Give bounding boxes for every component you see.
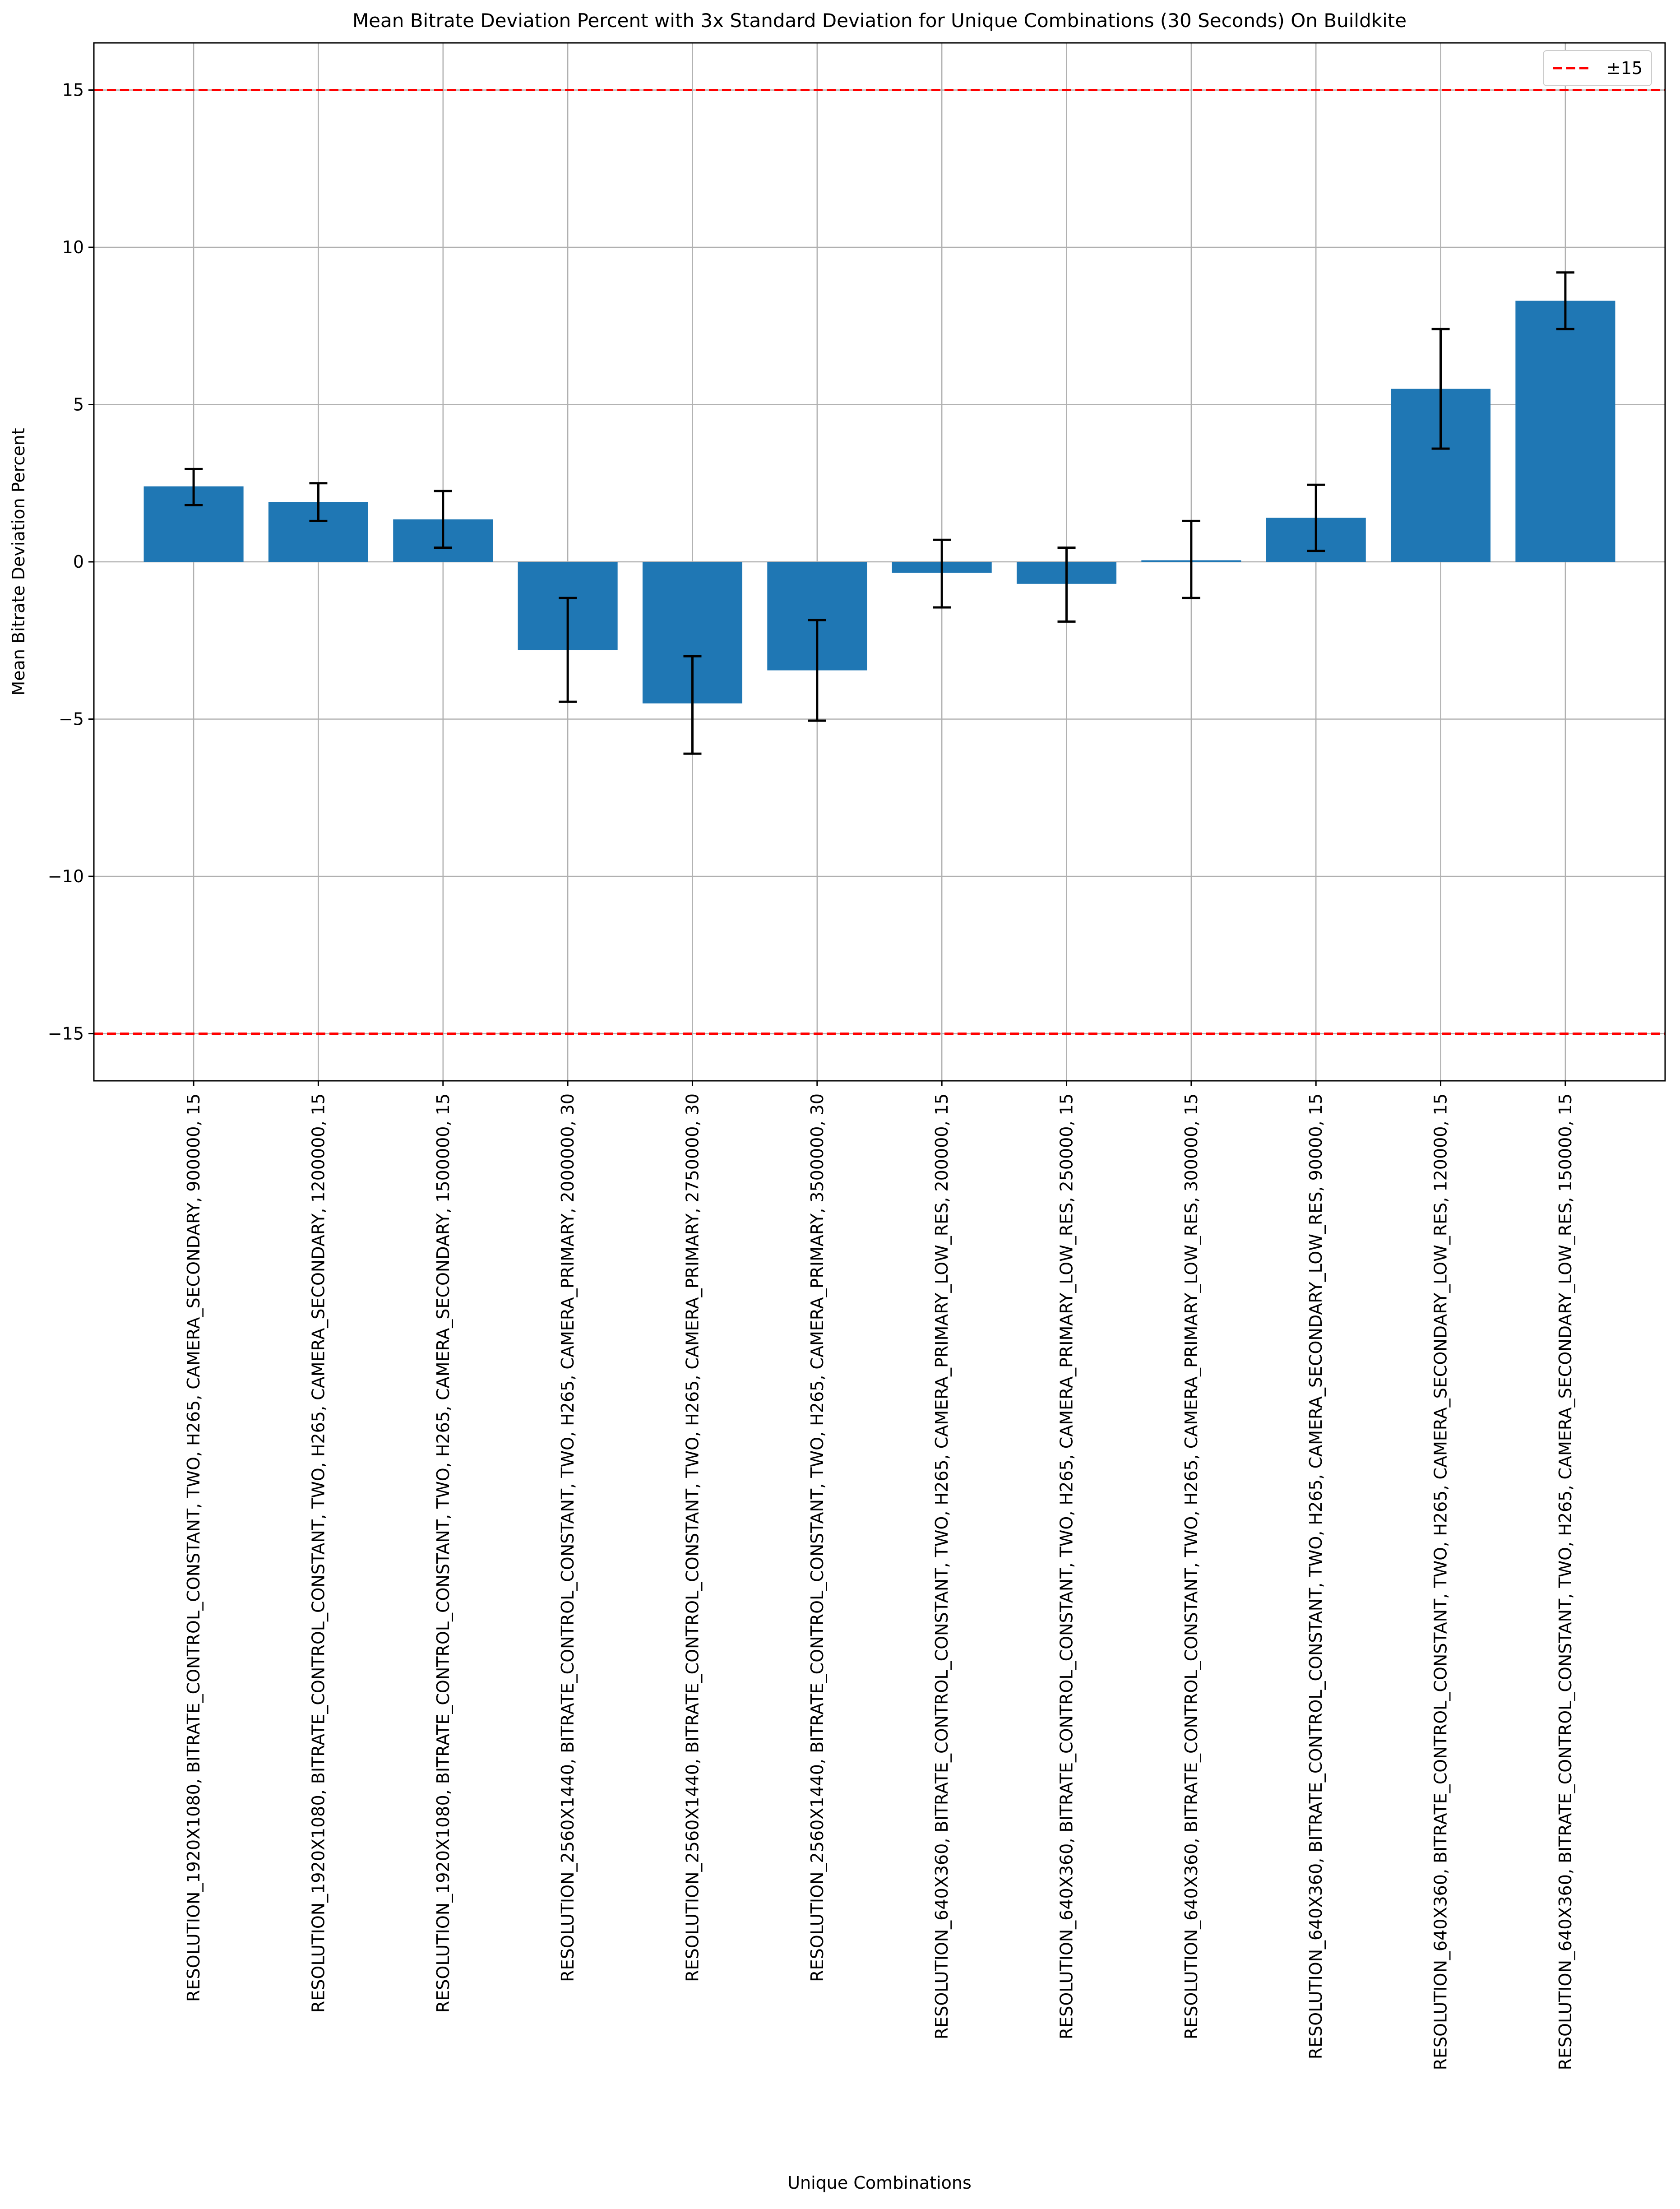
x-tick-label: RESOLUTION_640X360, BITRATE_CONTROL_CONS… bbox=[1057, 1093, 1077, 2039]
reference-lines bbox=[94, 89, 1665, 1035]
y-axis-ticks: −15 −10 −5 0 5 10 15 bbox=[48, 80, 94, 1043]
x-tick-label: RESOLUTION_640X360, BITRATE_CONTROL_CONS… bbox=[1181, 1093, 1201, 2039]
x-tick-label: RESOLUTION_640X360, BITRATE_CONTROL_CONS… bbox=[932, 1093, 952, 2039]
bar bbox=[1515, 301, 1615, 562]
y-tick-label: −15 bbox=[48, 1023, 84, 1043]
legend: ±15 bbox=[1543, 50, 1652, 86]
x-tick-label: RESOLUTION_2560X1440, BITRATE_CONTROL_CO… bbox=[807, 1093, 827, 1982]
x-tick-label: RESOLUTION_1920X1080, BITRATE_CONTROL_CO… bbox=[184, 1093, 204, 2002]
x-tick-label: RESOLUTION_640X360, BITRATE_CONTROL_CONS… bbox=[1555, 1093, 1575, 2070]
x-tick-label: RESOLUTION_1920X1080, BITRATE_CONTROL_CO… bbox=[308, 1093, 328, 2013]
y-tick-label: 0 bbox=[73, 552, 84, 572]
y-tick-label: 5 bbox=[73, 395, 84, 415]
x-axis-ticks: RESOLUTION_1920X1080, BITRATE_CONTROL_CO… bbox=[184, 1081, 1575, 2070]
bars bbox=[143, 301, 1615, 704]
y-axis-label: Mean Bitrate Deviation Percent bbox=[9, 428, 28, 695]
x-axis-label: Unique Combinations bbox=[787, 2173, 972, 2193]
x-tick-label: RESOLUTION_2560X1440, BITRATE_CONTROL_CO… bbox=[682, 1093, 702, 1982]
y-tick-label: −10 bbox=[48, 866, 84, 886]
x-tick-label: RESOLUTION_2560X1440, BITRATE_CONTROL_CO… bbox=[558, 1093, 578, 1982]
x-tick-label: RESOLUTION_640X360, BITRATE_CONTROL_CONS… bbox=[1431, 1093, 1451, 2070]
y-tick-label: −5 bbox=[59, 709, 84, 729]
y-tick-label: 15 bbox=[62, 80, 84, 100]
legend-label: ±15 bbox=[1606, 58, 1643, 78]
y-tick-label: 10 bbox=[62, 237, 84, 257]
error-bars bbox=[185, 271, 1574, 755]
x-tick-label: RESOLUTION_640X360, BITRATE_CONTROL_CONS… bbox=[1306, 1093, 1326, 2059]
chart-title: Mean Bitrate Deviation Percent with 3x S… bbox=[352, 9, 1407, 32]
legend-box bbox=[1543, 50, 1652, 86]
x-tick-label: RESOLUTION_1920X1080, BITRATE_CONTROL_CO… bbox=[433, 1093, 453, 2013]
